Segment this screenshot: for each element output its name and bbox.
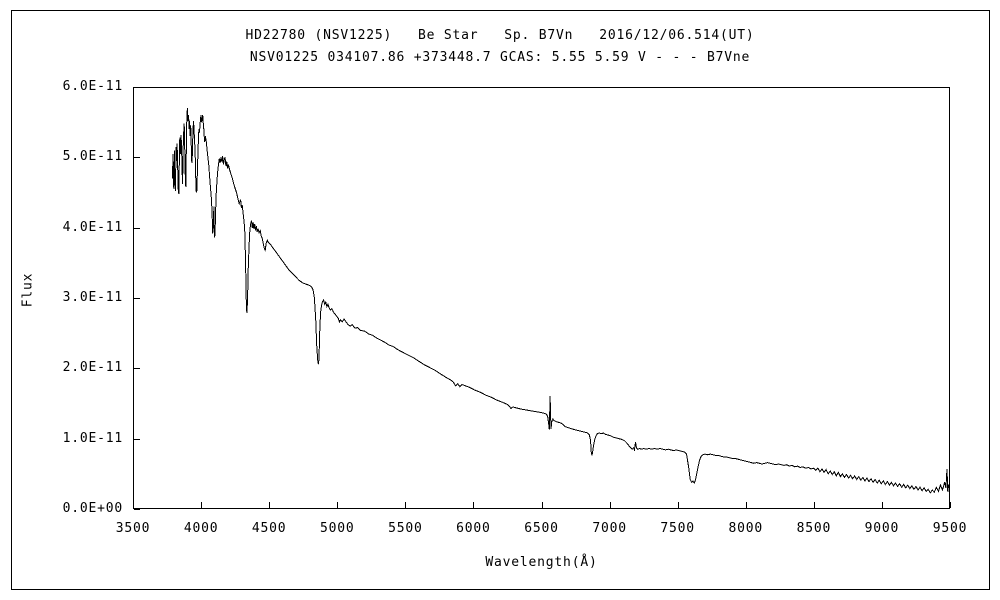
x-axis-title: Wavelength(Å): [485, 555, 598, 570]
x-tick-label: 5500: [388, 521, 423, 536]
chart-title: HD22780 (NSV1225) Be Star Sp. B7Vn 2016/…: [245, 28, 755, 43]
x-tick-label: 4000: [183, 521, 219, 536]
x-tick-label: 9000: [864, 521, 900, 536]
chart-subtitle: NSV01225 034107.86 +373448.7 GCAS: 5.55 …: [249, 50, 751, 65]
plot-frame: [133, 87, 950, 509]
x-tick-label: 8000: [728, 521, 763, 536]
spectrum-line: [172, 108, 950, 494]
y-axis-title: Flux: [20, 272, 36, 308]
x-tick-label: 3500: [115, 521, 151, 536]
y-tick-label: 2.0E-11: [62, 360, 123, 376]
image-border: [11, 10, 990, 590]
y-tick-label: 1.0E-11: [62, 430, 123, 446]
x-tick-label: 8500: [796, 521, 832, 536]
x-tick-label: 9500: [932, 521, 968, 536]
x-tick-label: 6000: [456, 521, 491, 536]
x-tick-label: 5000: [319, 521, 355, 536]
spectrum-plot: [133, 87, 951, 510]
y-tick-label: 6.0E-11: [62, 79, 123, 94]
x-tick-label: 6500: [524, 521, 559, 536]
y-tick-label: 0.0E+00: [62, 501, 123, 516]
y-tick-label: 5.0E-11: [62, 149, 123, 165]
x-tick-label: 4500: [251, 521, 287, 536]
x-tick-label: 7500: [660, 521, 695, 536]
y-tick-label: 4.0E-11: [62, 219, 123, 235]
x-tick-label: 7000: [592, 521, 627, 536]
y-tick-label: 3.0E-11: [62, 290, 123, 305]
